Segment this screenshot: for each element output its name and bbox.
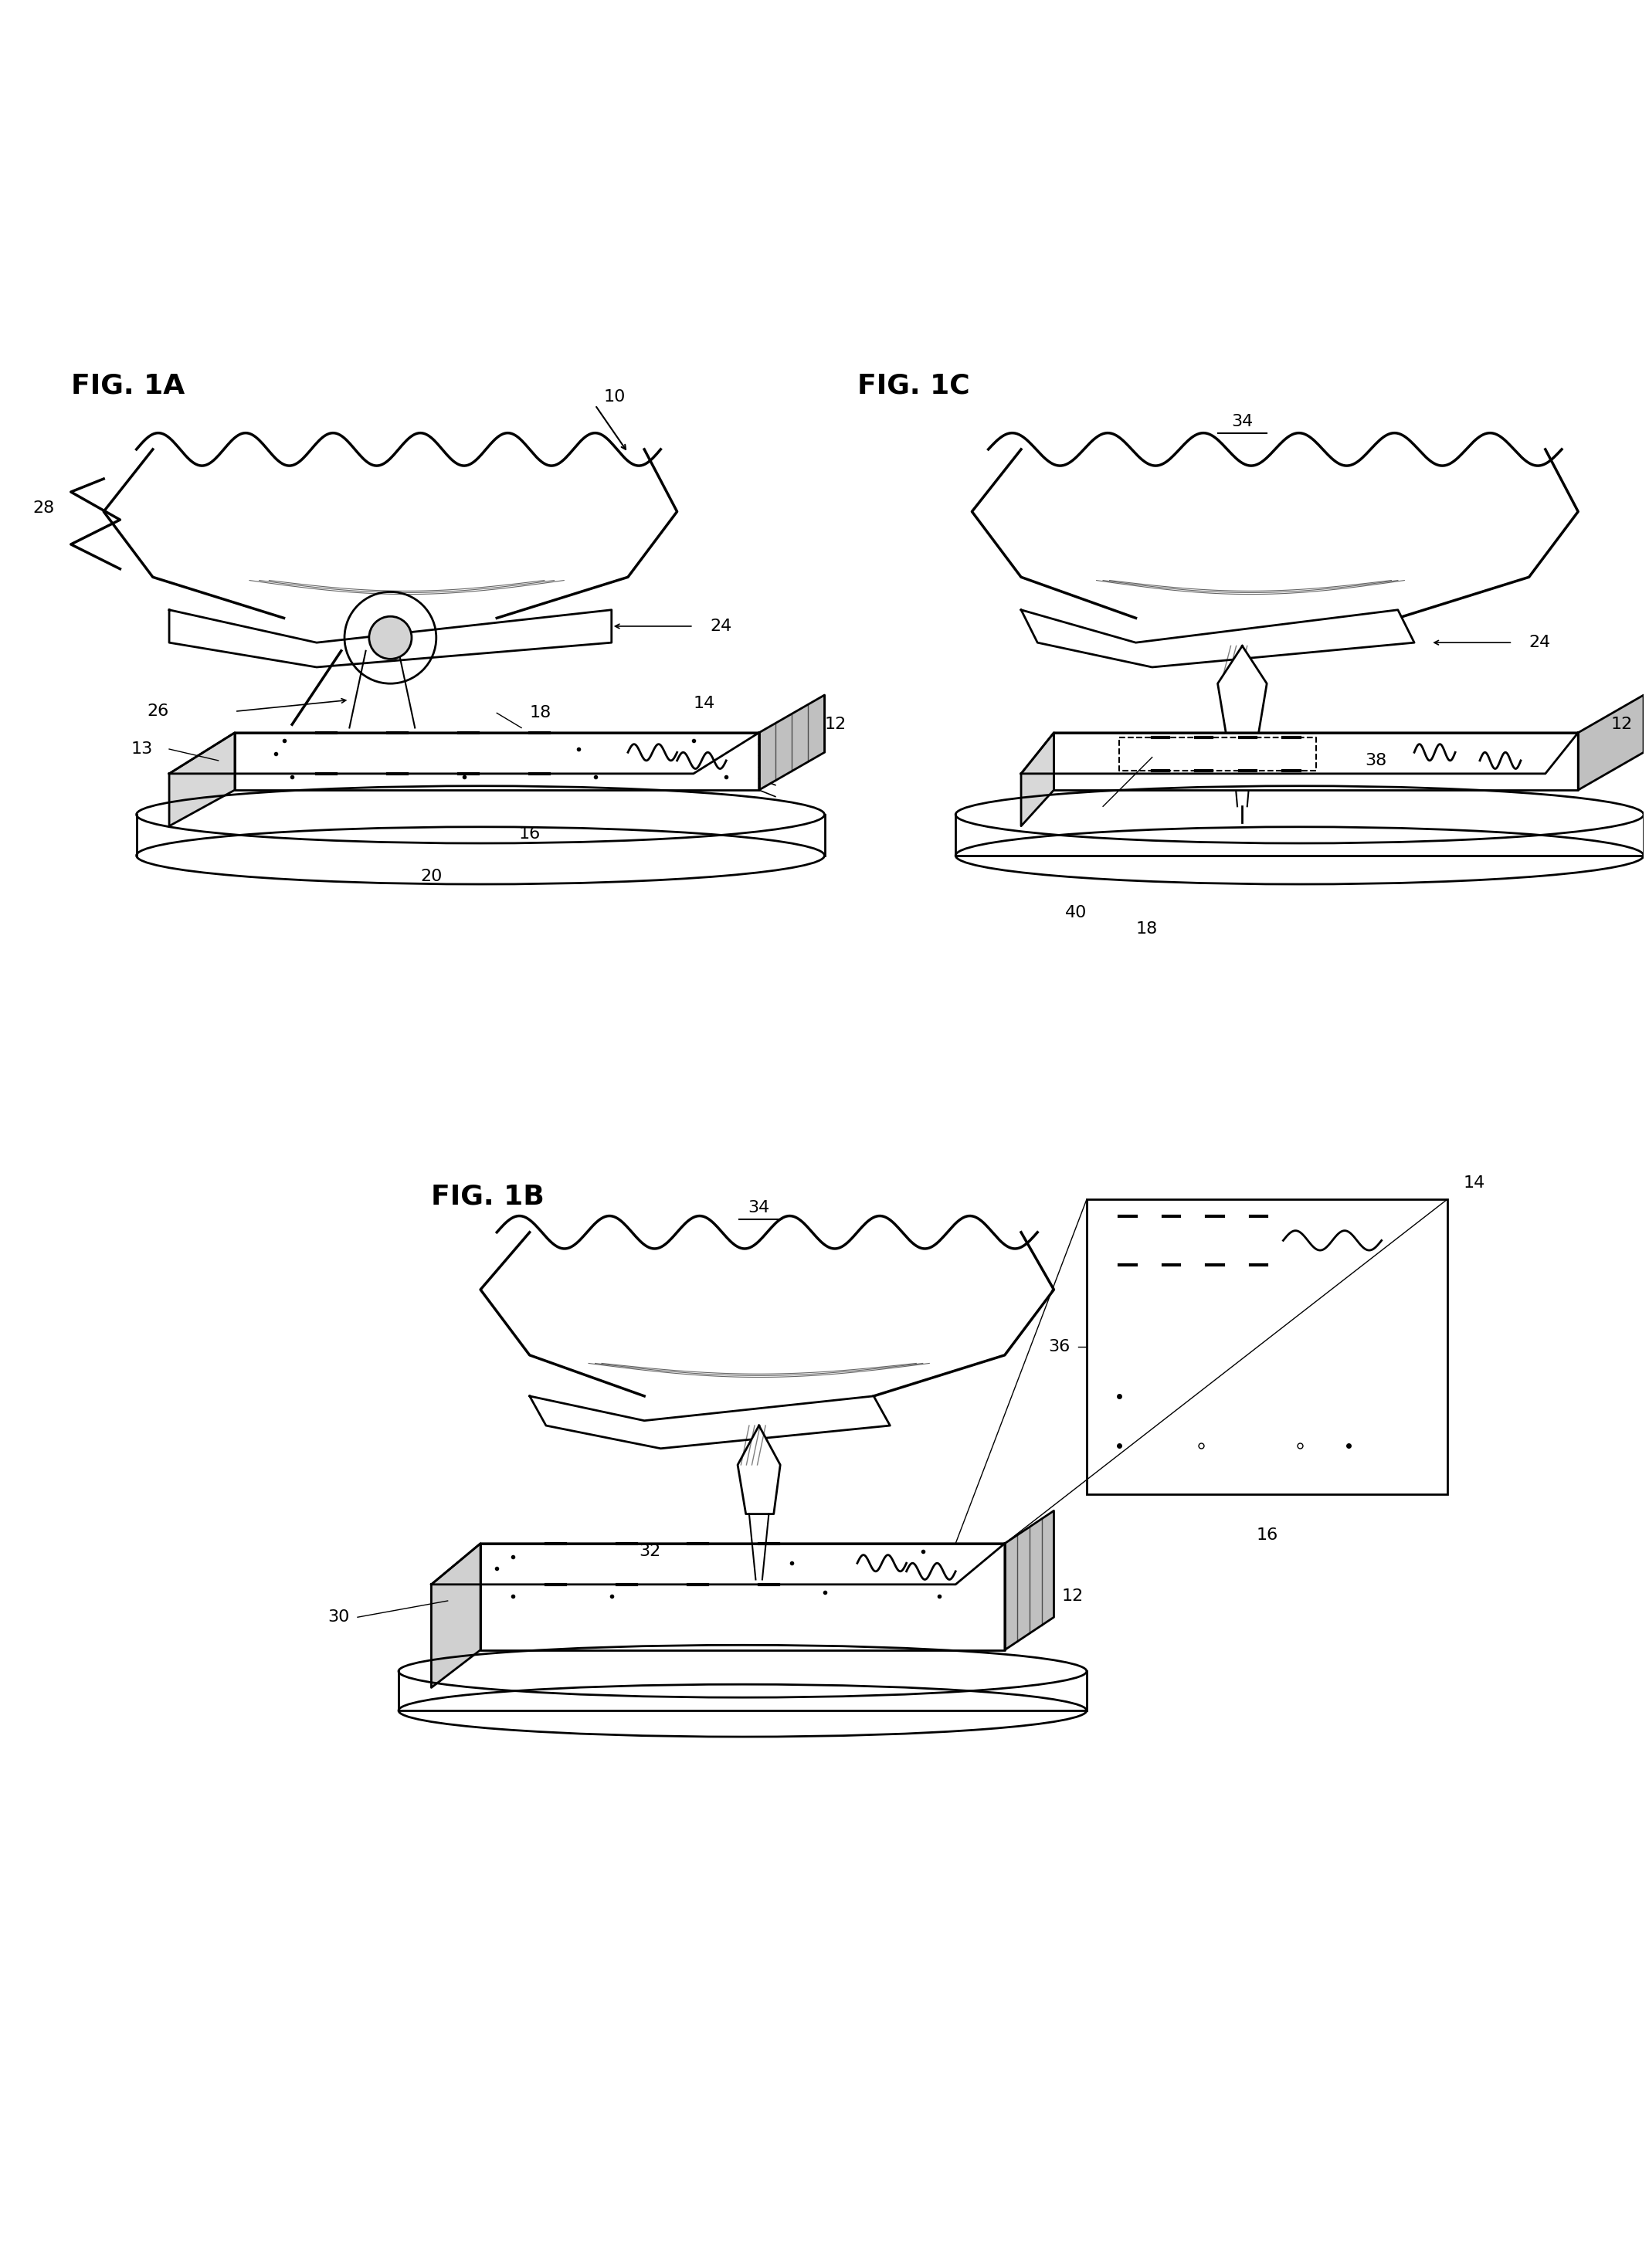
Ellipse shape (399, 1685, 1087, 1737)
Text: 12: 12 (1062, 1588, 1083, 1603)
Polygon shape (529, 1397, 890, 1449)
Text: 24: 24 (709, 619, 732, 635)
Ellipse shape (137, 828, 824, 885)
Text: 24: 24 (1529, 635, 1550, 651)
Text: 28: 28 (33, 501, 54, 517)
Text: 26: 26 (147, 703, 170, 719)
Ellipse shape (399, 1644, 1087, 1696)
Polygon shape (1054, 733, 1578, 789)
Polygon shape (170, 610, 612, 667)
Text: 36: 36 (1049, 1338, 1070, 1354)
Polygon shape (1217, 646, 1266, 733)
Text: 30: 30 (328, 1610, 350, 1624)
Text: 14: 14 (1463, 1175, 1486, 1191)
Text: 18: 18 (1103, 1225, 1120, 1238)
Text: 12: 12 (1611, 717, 1633, 733)
Text: 16: 16 (519, 826, 541, 841)
Text: 40: 40 (1065, 905, 1087, 921)
Text: 32: 32 (638, 1545, 661, 1560)
Polygon shape (759, 694, 824, 789)
Polygon shape (234, 733, 759, 789)
Text: 34: 34 (749, 1200, 770, 1216)
Text: 18: 18 (529, 705, 551, 721)
Polygon shape (1021, 733, 1054, 826)
Text: 10: 10 (604, 390, 625, 404)
Polygon shape (1578, 694, 1644, 789)
Polygon shape (480, 1545, 1004, 1649)
Polygon shape (170, 733, 759, 773)
Polygon shape (1021, 610, 1415, 667)
Text: FIG. 1C: FIG. 1C (857, 372, 970, 399)
Circle shape (369, 617, 412, 660)
Text: 20: 20 (420, 869, 442, 885)
Text: 13: 13 (130, 742, 153, 758)
Text: 12: 12 (824, 717, 846, 733)
Text: 14: 14 (694, 696, 716, 710)
Polygon shape (137, 814, 824, 855)
Text: 16: 16 (1257, 1529, 1278, 1542)
Polygon shape (955, 814, 1644, 855)
Polygon shape (432, 1545, 1004, 1585)
Polygon shape (1004, 1510, 1054, 1649)
Text: FIG. 1A: FIG. 1A (71, 372, 185, 399)
FancyBboxPatch shape (1087, 1200, 1448, 1495)
Text: 38: 38 (1365, 753, 1387, 769)
Text: FIG. 1B: FIG. 1B (432, 1184, 544, 1209)
Polygon shape (399, 1672, 1087, 1710)
Text: 34: 34 (1232, 413, 1253, 429)
Ellipse shape (137, 787, 824, 844)
Polygon shape (432, 1545, 480, 1687)
Polygon shape (1021, 733, 1578, 773)
Ellipse shape (955, 828, 1644, 885)
Polygon shape (737, 1427, 780, 1515)
Ellipse shape (955, 787, 1644, 844)
Text: 18: 18 (1136, 921, 1158, 937)
Polygon shape (170, 733, 234, 826)
